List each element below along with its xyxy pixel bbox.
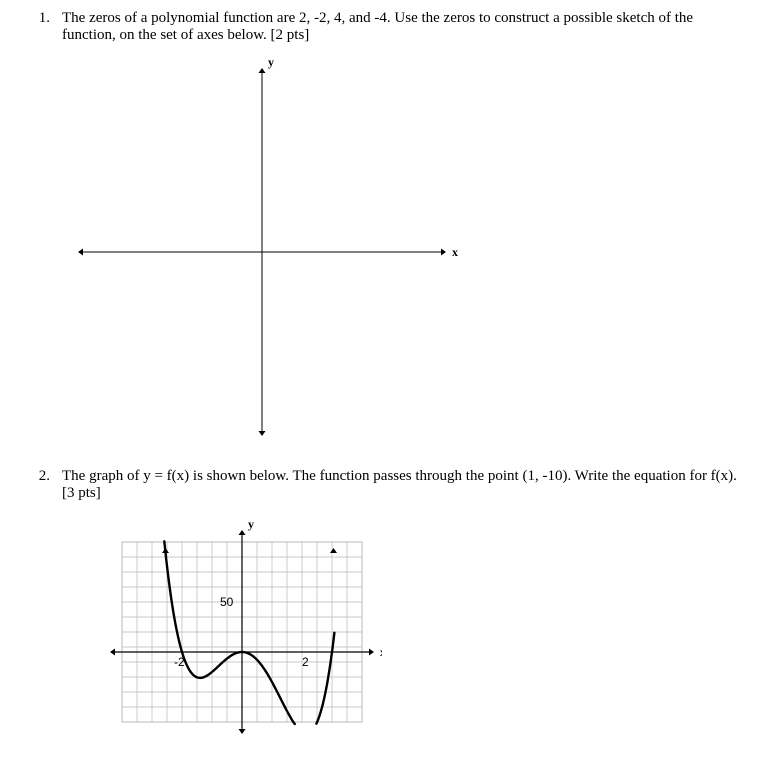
svg-text:x: x xyxy=(452,245,458,259)
question-1: 1. The zeros of a polynomial function ar… xyxy=(20,10,749,452)
function-graph: xy-2250 xyxy=(102,522,382,742)
question-2-text: The graph of y = f(x) is shown below. Th… xyxy=(62,468,737,501)
svg-text:y: y xyxy=(248,522,254,531)
blank-axes: xy xyxy=(62,52,462,452)
question-1-number: 1. xyxy=(20,10,62,452)
svg-text:y: y xyxy=(268,55,274,69)
question-2: 2. The graph of y = f(x) is shown below.… xyxy=(20,468,749,742)
question-2-body: The graph of y = f(x) is shown below. Th… xyxy=(62,468,749,742)
svg-text:x: x xyxy=(380,645,382,659)
question-1-axes-wrap: xy xyxy=(62,52,749,452)
question-1-body: The zeros of a polynomial function are 2… xyxy=(62,10,749,452)
question-1-text: The zeros of a polynomial function are 2… xyxy=(62,10,693,43)
svg-text:2: 2 xyxy=(302,655,309,669)
svg-text:50: 50 xyxy=(220,595,234,609)
question-2-number: 2. xyxy=(20,468,62,742)
question-2-graph-wrap: xy-2250 xyxy=(102,522,749,742)
